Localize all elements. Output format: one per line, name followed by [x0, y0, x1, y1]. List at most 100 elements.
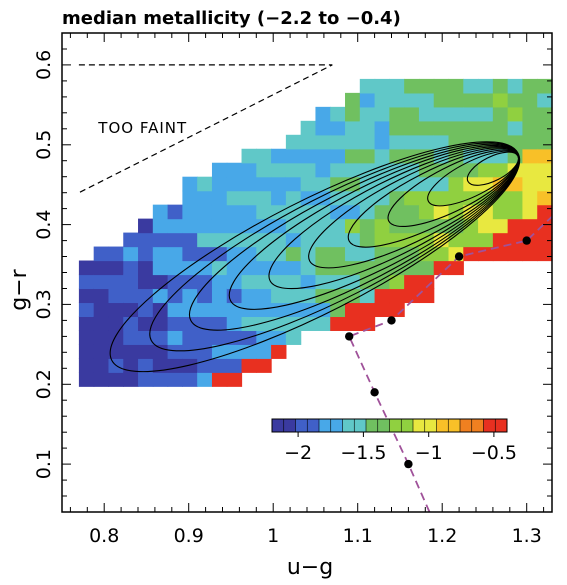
heatmap-cell — [448, 190, 464, 206]
heatmap-cell — [226, 176, 243, 192]
heatmap-cell — [374, 288, 390, 304]
heatmap-cell — [138, 260, 154, 276]
heatmap-cell — [315, 204, 331, 220]
heatmap-cell — [167, 218, 183, 234]
heatmap-cell — [256, 190, 272, 206]
heatmap-cell — [182, 274, 198, 290]
too-faint-region — [78, 64, 333, 194]
heatmap-cell — [315, 288, 331, 304]
heatmap-cell — [492, 120, 509, 136]
x-tick-label: 1.3 — [512, 525, 542, 547]
heatmap-cell — [93, 330, 110, 345]
heatmap-cell — [271, 218, 287, 234]
heatmap-cell — [300, 218, 317, 234]
heatmap-cell — [197, 232, 213, 248]
heatmap-cell — [345, 204, 361, 220]
heatmap-cell — [108, 288, 124, 304]
heatmap-cell — [478, 120, 494, 136]
heatmap-cell — [211, 302, 228, 318]
heatmap-cell — [389, 204, 405, 220]
heatmap-cell — [211, 330, 228, 345]
heatmap-cell — [271, 232, 287, 248]
heatmap-cell — [330, 218, 346, 234]
heatmap-cell — [256, 148, 272, 164]
heatmap-cell — [256, 274, 272, 290]
heatmap-cell — [315, 316, 331, 331]
heatmap-cell — [123, 274, 139, 290]
heatmap-cell — [123, 260, 139, 276]
heatmap-cell — [256, 316, 272, 331]
heatmap-cell — [433, 246, 450, 262]
heatmap-cell — [359, 78, 376, 94]
heatmap-cell — [537, 232, 553, 248]
heatmap-cell — [152, 204, 169, 220]
heatmap-cell — [507, 204, 524, 220]
heatmap-cell — [330, 232, 346, 248]
heatmap-cell — [374, 106, 390, 122]
heatmap-cell — [93, 316, 110, 331]
heatmap-cell — [418, 134, 435, 150]
heatmap-cell — [522, 134, 538, 150]
heatmap-cell — [492, 218, 509, 234]
heatmap-cell — [285, 330, 302, 345]
colorbar-swatch — [448, 419, 461, 432]
heatmap-cell — [345, 92, 361, 108]
heatmap-cell — [285, 134, 302, 150]
heatmap-cell — [285, 204, 302, 220]
heatmap-cell — [197, 274, 213, 290]
heatmap-cell — [359, 204, 376, 220]
heatmap-cell — [123, 302, 139, 318]
boundary-point — [404, 459, 413, 469]
heatmap-cell — [138, 344, 154, 359]
heatmap-cell — [182, 190, 198, 206]
heatmap-cell — [374, 92, 390, 108]
heatmap-cell — [300, 148, 317, 164]
y-tick-label: 0.5 — [33, 130, 55, 160]
heatmap-cell — [404, 134, 420, 150]
heatmap-cell — [374, 78, 390, 94]
heatmap-cell — [345, 232, 361, 248]
heatmap-cell — [374, 232, 390, 248]
heatmap-cell — [537, 162, 553, 178]
heatmap-cell — [226, 288, 243, 304]
heatmap-cell — [226, 372, 243, 387]
colorbar-swatch — [283, 419, 296, 432]
heatmap-cell — [197, 358, 213, 373]
heatmap-cell — [167, 302, 183, 318]
heatmap-cell — [211, 288, 228, 304]
y-tick-label: 0.1 — [33, 449, 55, 479]
heatmap-cell — [271, 162, 287, 178]
heatmap-cell — [256, 204, 272, 220]
heatmap-cell — [241, 274, 257, 290]
colorbar-tick-label: −2 — [284, 442, 312, 464]
colorbar-tick-label: −0.5 — [471, 442, 517, 464]
heatmap-cell — [522, 218, 538, 234]
boundary-curve — [345, 215, 553, 513]
heatmap-cell — [241, 316, 257, 331]
heatmap-cell — [78, 302, 95, 318]
heatmap-cell — [345, 134, 361, 150]
heatmap-cell — [537, 190, 553, 206]
heatmap-cell — [138, 358, 154, 373]
heatmap-cell — [108, 246, 124, 262]
heatmap-cell — [138, 274, 154, 290]
heatmap-cell — [78, 316, 95, 331]
colorbar-swatch — [377, 419, 390, 432]
heatmap-cell — [522, 120, 538, 136]
heatmap-cell — [285, 176, 302, 192]
heatmap-cell — [300, 274, 317, 290]
heatmap-cell — [315, 246, 331, 262]
heatmap-cell — [285, 274, 302, 290]
heatmap-cell — [478, 78, 494, 94]
heatmap-cell — [315, 162, 331, 178]
heatmap-cell — [182, 176, 198, 192]
heatmap-cell — [478, 232, 494, 248]
heatmap-cell — [300, 120, 317, 136]
heatmap-cell — [241, 218, 257, 234]
heatmap-cell — [374, 120, 390, 136]
heatmap-cell — [211, 162, 228, 178]
heatmap-cell — [374, 218, 390, 234]
heatmap-cell — [418, 106, 435, 122]
heatmap-cell — [537, 176, 553, 192]
heatmap-cell — [522, 176, 538, 192]
